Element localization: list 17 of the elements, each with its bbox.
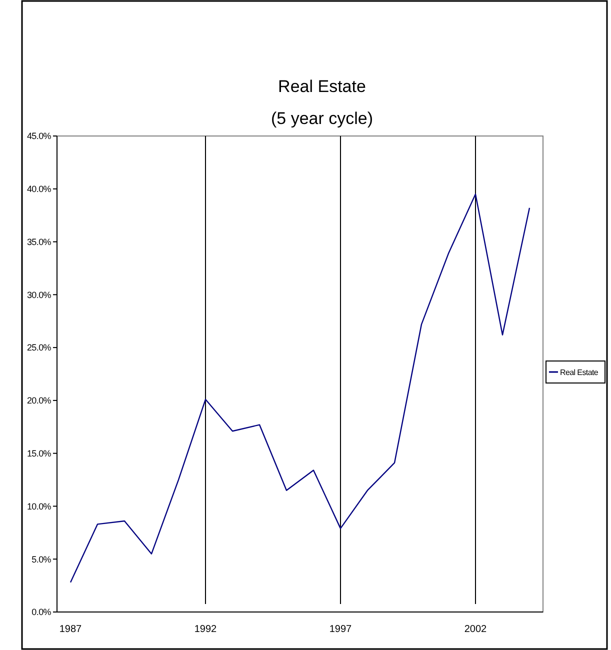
x-tick-label: 2002 [464,624,488,635]
y-tick-label: 30.0% [26,290,52,300]
y-tick-label: 5.0% [32,554,52,564]
x-tick-label: 1987 [59,624,82,635]
y-tick-label: 45.0% [26,131,52,142]
line-series [70,194,530,583]
y-tick-label: 10.0% [26,501,52,512]
y-tick-label: 20.0% [26,396,52,406]
legend-label: Real Estate [560,368,599,377]
y-tick-label: 40.0% [26,184,52,194]
y-tick-label: 15.0% [26,448,52,458]
x-tick-label: 1992 [194,624,218,635]
y-tick-label: 35.0% [26,236,52,247]
y-tick-label: 25.0% [26,342,52,353]
x-tick-label: 1997 [329,624,352,635]
y-tick-label: 0.0% [32,607,52,618]
chart-title: Real Estate (5 year cycle) [270,77,374,128]
